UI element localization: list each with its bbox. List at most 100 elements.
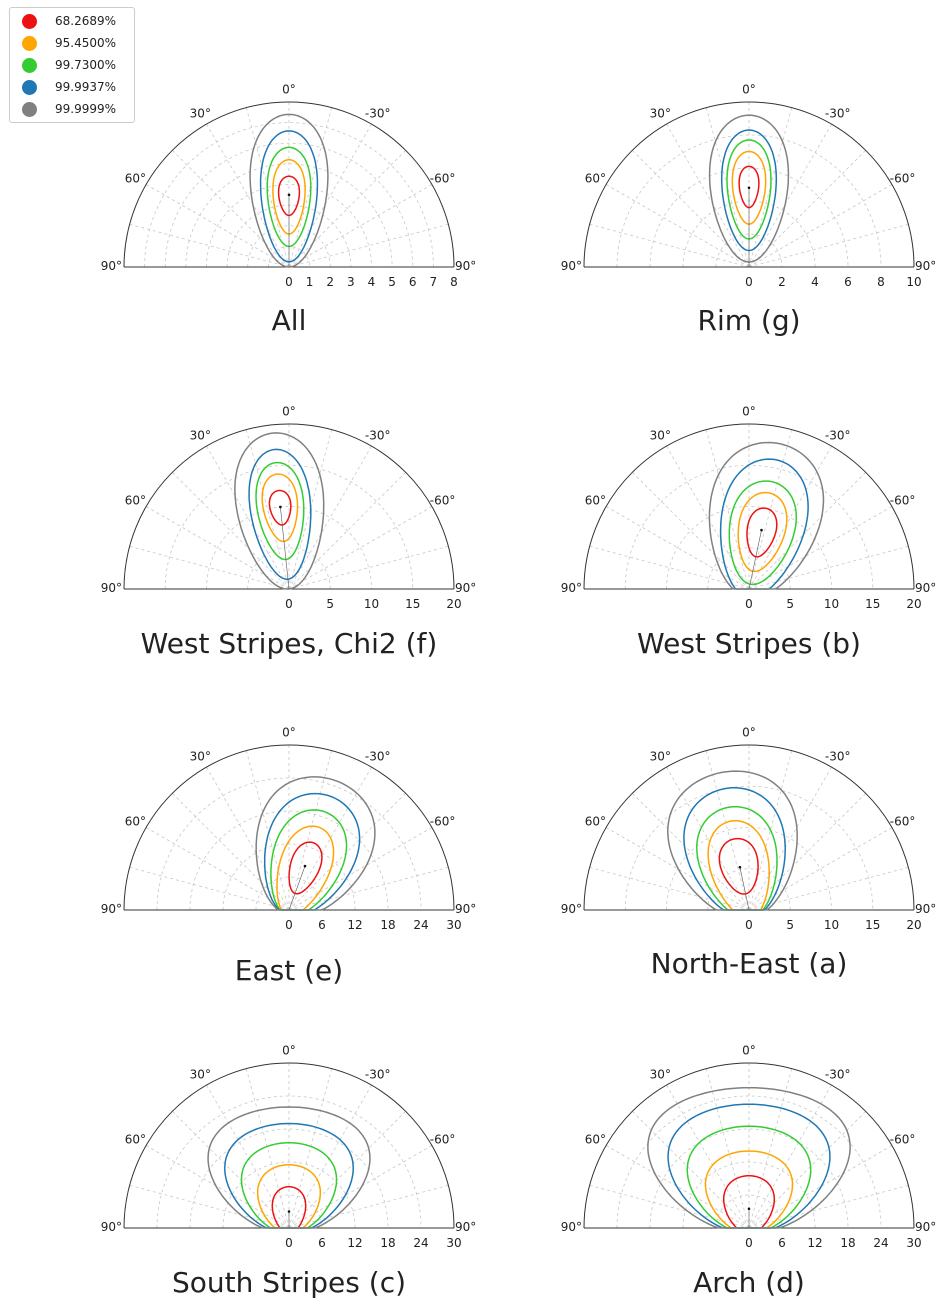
theta-tick-label: 30° [190, 1067, 211, 1081]
center-radius-line [288, 865, 306, 911]
r-tick-label: 6 [778, 1236, 786, 1250]
polar-outer-arc [583, 744, 915, 911]
r-tick-label: 6 [844, 275, 852, 289]
grid-arc [624, 785, 874, 911]
polar-outer-arc [123, 1062, 455, 1229]
grid-spoke [288, 1184, 449, 1229]
theta-tick-label: 30° [650, 106, 671, 120]
r-tick-label: 12 [807, 1236, 822, 1250]
r-tick-label: 0 [285, 597, 293, 611]
theta-tick-label: -30° [825, 428, 851, 442]
r-tick-label: 0 [745, 918, 753, 932]
grid-arc [222, 1161, 356, 1229]
grid-spoke [748, 1084, 832, 1229]
theta-tick-label: -60° [890, 493, 916, 507]
grid-arc [649, 167, 849, 268]
r-tick-label: 0 [285, 275, 293, 289]
grid-spoke [206, 1084, 290, 1229]
r-tick-label: 12 [347, 1236, 362, 1250]
grid-arc [247, 547, 331, 590]
legend-label-5: 99.9999% [55, 102, 117, 116]
theta-tick-label: 30° [190, 428, 211, 442]
r-tick-label: 10 [824, 918, 839, 932]
grid-spoke [748, 545, 909, 590]
r-tick-label: 18 [380, 1236, 395, 1250]
contour-line [708, 441, 825, 590]
theta-tick-label: -30° [365, 428, 391, 442]
grid-arc [156, 1095, 422, 1229]
contour-line [718, 837, 759, 895]
legend-item-5: 99.9999% [22, 100, 116, 118]
r-tick-label: 8 [450, 275, 458, 289]
contour-line [667, 770, 798, 911]
theta-tick-label: -60° [430, 814, 456, 828]
r-tick-label: 10 [906, 275, 921, 289]
center-point [287, 193, 291, 197]
contour-line [647, 1087, 851, 1229]
theta-tick-label: 90° [455, 581, 476, 595]
r-tick-label: 1 [306, 275, 314, 289]
r-tick-label: 18 [380, 918, 395, 932]
grid-spoke [288, 545, 449, 590]
legend-marker-4 [22, 79, 37, 95]
polar-panel-7: 90° 60° 30° 0° -30° -60° 90° 0 6 12 18 24 30 South St… [101, 1044, 477, 1299]
grid-arc [616, 134, 882, 268]
r-tick-label: 4 [811, 275, 819, 289]
polar-outer-arc [583, 423, 915, 590]
theta-tick-label: 90° [101, 259, 122, 273]
grid-spoke [705, 1068, 750, 1229]
r-tick-label: 18 [840, 1236, 855, 1250]
theta-tick-label: 90° [561, 259, 582, 273]
grid-spoke [245, 1068, 290, 1229]
legend-marker-5 [22, 101, 37, 117]
grid-arc [616, 1095, 882, 1229]
grid-spoke [632, 472, 750, 590]
grid-arc [189, 1128, 389, 1229]
r-tick-label: 5 [786, 597, 794, 611]
r-tick-label: 7 [430, 275, 438, 289]
theta-tick-label: 0° [742, 726, 756, 740]
r-tick-label: 5 [388, 275, 396, 289]
grid-arc [206, 184, 372, 268]
legend-label-2: 95.4500% [55, 36, 117, 50]
panel-title: East (e) [235, 954, 343, 987]
theta-tick-label: 30° [190, 749, 211, 763]
theta-tick-label: 60° [125, 493, 146, 507]
theta-tick-label: 0° [742, 83, 756, 97]
grid-arc [715, 233, 783, 268]
grid-arc [189, 810, 389, 911]
panel-title: All [272, 304, 307, 337]
theta-tick-label: 60° [125, 814, 146, 828]
theta-tick-label: -30° [825, 106, 851, 120]
panel-title: South Stripes (c) [172, 1266, 406, 1299]
theta-tick-label: 90° [561, 902, 582, 916]
panel-title: Rim (g) [697, 304, 800, 337]
r-tick-label: 8 [877, 275, 885, 289]
r-tick-label: 5 [326, 597, 334, 611]
theta-tick-label: -60° [430, 1132, 456, 1146]
theta-tick-label: 90° [101, 1220, 122, 1234]
polar-panel-6: 90° 60° 30° 0° -30° -60° 90° 0 5 10 15 20 North-East… [561, 726, 937, 980]
r-tick-label: 5 [786, 918, 794, 932]
grid-spoke [748, 506, 893, 590]
grid-spoke [288, 1068, 333, 1229]
grid-spoke [748, 184, 893, 268]
grid-spoke [129, 223, 290, 268]
center-point [747, 186, 751, 190]
theta-tick-label: 90° [455, 902, 476, 916]
grid-arc [222, 843, 356, 911]
polar-outer-arc [123, 101, 455, 268]
grid-spoke [748, 1111, 866, 1229]
theta-tick-label: 90° [561, 1220, 582, 1234]
panel-title: West Stripes (b) [637, 627, 861, 660]
r-tick-label: 2 [326, 275, 334, 289]
theta-tick-label: -60° [430, 493, 456, 507]
grid-spoke [288, 866, 449, 911]
theta-tick-label: 0° [742, 1044, 756, 1058]
grid-arc [255, 1194, 323, 1229]
theta-tick-label: 60° [125, 171, 146, 185]
r-tick-label: 3 [347, 275, 355, 289]
grid-arc [666, 827, 832, 911]
r-tick-label: 20 [906, 918, 921, 932]
